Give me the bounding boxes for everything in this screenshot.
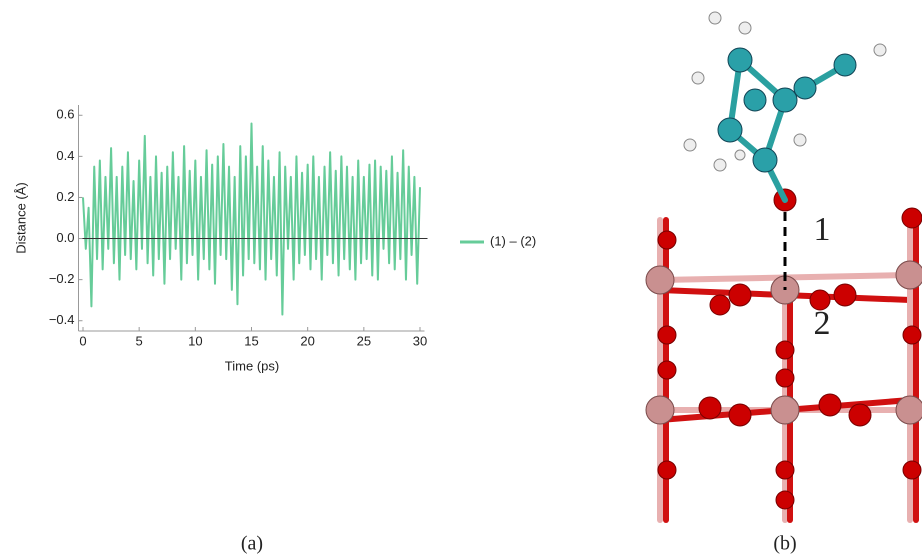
- x-tick-label: 5: [136, 333, 143, 348]
- x-tick-label: 0: [79, 333, 86, 348]
- y-tick-label: −0.2: [49, 271, 75, 286]
- data-line: [81, 122, 422, 316]
- y-tick-label: 0.4: [56, 148, 74, 163]
- x-tick-label: 10: [188, 333, 202, 348]
- atom-label: 2: [814, 305, 831, 342]
- x-axis-label: Time (ps): [225, 358, 279, 373]
- x-tick-label: 30: [413, 333, 427, 348]
- legend-label: (1) – (2): [490, 233, 536, 248]
- atom-label: 1: [814, 211, 831, 248]
- x-tick-label: 20: [300, 333, 314, 348]
- x-tick-label: 25: [357, 333, 371, 348]
- y-tick-label: 0.0: [56, 230, 74, 245]
- y-tick-label: −0.4: [49, 312, 75, 327]
- y-axis-label: Distance (Å): [13, 182, 28, 254]
- panel-label: (a): [241, 533, 263, 555]
- panel-label: (b): [773, 533, 796, 555]
- y-tick-label: 0.6: [56, 107, 74, 122]
- y-tick-label: 0.2: [56, 189, 74, 204]
- x-tick-label: 15: [244, 333, 258, 348]
- structure-image: [645, 11, 922, 523]
- chart: Time (ps) Distance (Å) −0.4 −0.2 0.0 0.2 0.4…: [13, 105, 536, 373]
